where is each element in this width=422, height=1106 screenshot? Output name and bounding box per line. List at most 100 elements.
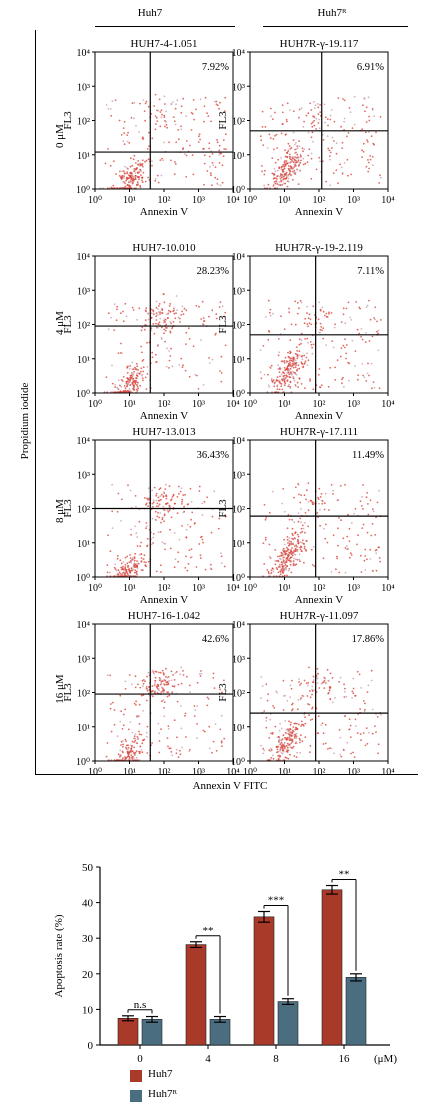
flow-panel-0-ytick-1: 10¹ (77, 151, 90, 162)
flow-panel-5-title: HUH7R-γ-17.111 (280, 426, 358, 438)
flow-panel-3-percent: 7.11% (357, 266, 384, 277)
bar-1-0 (141, 1019, 163, 1046)
bar-0-1 (185, 944, 207, 1046)
flow-panel-7-ylabel: FL3 (217, 683, 229, 702)
bar-ytick-1: 10 (82, 1004, 94, 1016)
flow-panel-2-percent: 28.23% (197, 266, 230, 277)
flow-panel-7-xtick-0: 10⁰ (243, 767, 257, 778)
bar-1-1 (209, 1019, 231, 1046)
flow-panel-3-ylabel: FL3 (217, 315, 229, 334)
flow-panel-5-ytick-3: 10³ (232, 470, 245, 481)
flow-panel-2-ylabel: FL3 (62, 315, 74, 334)
flow-panel-7-title: HUH7R-γ-11.097 (280, 610, 359, 622)
flow-panel-5-ytick-2: 10² (232, 505, 245, 516)
flow-panel-1-xtick-3: 10³ (347, 195, 360, 206)
flow-panel-1-ytick-3: 10³ (232, 82, 245, 93)
flow-panel-6-ytick-3: 10³ (77, 654, 90, 665)
bar-1-2 (277, 1001, 299, 1046)
flow-panel-5-ytick-4: 10⁴ (232, 436, 246, 447)
flow-panel-5-events (262, 482, 382, 578)
flow-panel-3-xlabel: Annexin V (295, 410, 343, 422)
flow-panel-0-ytick-3: 10³ (77, 82, 90, 93)
flow-panel-6-xtick-3: 10³ (192, 767, 205, 778)
flow-panel-3-xtick-0: 10⁰ (243, 399, 257, 410)
flow-panel-6-xtick-0: 10⁰ (88, 767, 102, 778)
flow-panel-7-ytick-0: 10⁰ (231, 757, 245, 768)
flow-panel-3-xtick-2: 10² (313, 399, 326, 410)
flow-panel-2-xtick-2: 10² (158, 399, 171, 410)
flow-panel-0-percent: 7.92% (202, 62, 229, 73)
flow-panel-3-ytick-1: 10¹ (232, 355, 245, 366)
flow-panel-5-ylabel: FL3 (217, 499, 229, 518)
significance-2: *** (268, 895, 285, 907)
flow-panel-6-xlabel: Annexin V (140, 778, 188, 780)
flow-panel-4-percent: 36.43% (197, 450, 230, 461)
flow-cytometry-panels: HUH7-4-1.0517.92%10⁰10⁰10¹10¹10²10²10³10… (62, 38, 395, 780)
column-header-line-huh7r (263, 26, 408, 27)
significance-3: ** (339, 869, 350, 881)
flow-panel-4-ytick-0: 10⁰ (76, 573, 90, 584)
bar-ytick-2: 20 (82, 969, 94, 981)
flow-panel-6-ytick-4: 10⁴ (77, 620, 91, 631)
flow-panel-4-ytick-1: 10¹ (77, 539, 90, 550)
flow-panel-3-title: HUH7R-γ-19-2.119 (275, 242, 363, 254)
legend-swatch-huh7r (130, 1090, 142, 1102)
bar-ytick-5: 50 (82, 862, 94, 874)
bar-ytick-0: 0 (88, 1040, 94, 1052)
flow-panel-0-xlabel: Annexin V (140, 206, 188, 218)
bar-1-3 (345, 977, 367, 1046)
flow-panel-6-xtick-2: 10² (158, 767, 171, 778)
flow-panel-0-xtick-2: 10² (158, 195, 171, 206)
column-header-huh7: Huh7 (137, 7, 163, 19)
bar-0-0 (117, 1018, 139, 1046)
flow-panel-2-xtick-1: 10¹ (123, 399, 136, 410)
flow-panel-2-events (103, 293, 227, 394)
flow-panel-0-ytick-4: 10⁴ (77, 48, 91, 59)
bar-x-unit: (μM) (374, 1053, 397, 1065)
flow-panel-7-ytick-1: 10¹ (232, 723, 245, 734)
flow-panel-5-xtick-4: 10⁴ (381, 583, 395, 594)
flow-panel-1-xtick-4: 10⁴ (381, 195, 395, 206)
flow-panel-1-xtick-0: 10⁰ (243, 195, 257, 206)
flow-panel-7-xlabel: Annexin V (295, 778, 343, 780)
flow-panel-7-xtick-3: 10³ (347, 767, 360, 778)
flow-panel-6-title: HUH7-16-1.042 (128, 610, 200, 622)
flow-panel-2-title: HUH7-10.010 (132, 242, 196, 254)
flow-panel-0-title: HUH7-4-1.051 (131, 38, 198, 50)
bar-0-3 (321, 889, 343, 1046)
flow-panel-0-events (99, 93, 227, 190)
flow-panel-4-xtick-0: 10⁰ (88, 583, 102, 594)
bar-xtick-2: 8 (273, 1053, 279, 1065)
column-header-line-huh7 (95, 26, 235, 27)
flow-panel-1-events (259, 95, 382, 190)
bar-xtick-1: 4 (205, 1053, 211, 1065)
significance-0: n.s (134, 999, 147, 1011)
bar-ytick-3: 30 (82, 933, 94, 945)
flow-panel-2-ytick-0: 10⁰ (76, 389, 90, 400)
flow-panel-7-ytick-4: 10⁴ (232, 620, 246, 631)
flow-panel-2-ytick-2: 10² (77, 321, 90, 332)
flow-panel-1-ytick-0: 10⁰ (231, 185, 245, 196)
column-header-huh7r: Huh7ᴿ (262, 7, 402, 19)
legend-label-huh7r: Huh7ᴿ (148, 1088, 177, 1100)
flow-panel-5-xlabel: Annexin V (295, 594, 343, 606)
flow-panel-3-xtick-4: 10⁴ (381, 399, 395, 410)
flow-panel-0-ytick-0: 10⁰ (76, 185, 90, 196)
flow-panel-7-percent: 17.86% (352, 634, 385, 645)
flow-panel-6-xtick-4: 10⁴ (226, 767, 240, 778)
flow-panel-4-ytick-4: 10⁴ (77, 436, 91, 447)
bar-ytick-4: 40 (82, 898, 94, 910)
flow-panel-4-xtick-3: 10³ (192, 583, 205, 594)
flow-panel-1-ytick-4: 10⁴ (232, 48, 246, 59)
flow-panel-5-xtick-0: 10⁰ (243, 583, 257, 594)
legend-label-huh7: Huh7 (148, 1068, 173, 1080)
flow-panel-1-ytick-1: 10¹ (232, 151, 245, 162)
flow-panel-5-xtick-3: 10³ (347, 583, 360, 594)
